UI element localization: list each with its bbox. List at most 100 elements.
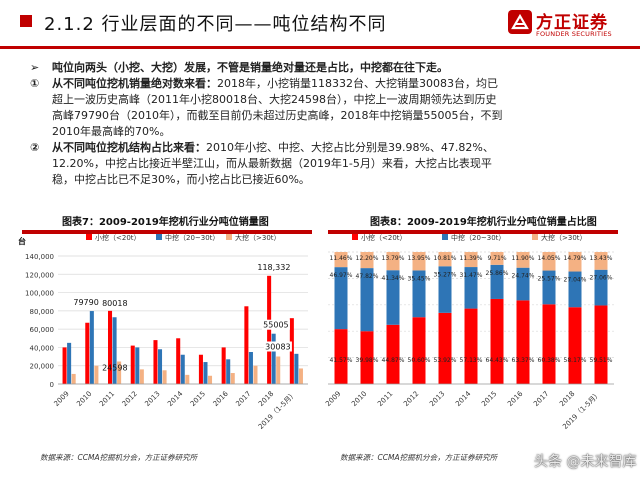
- chart8-bar-2011-0: [386, 324, 400, 384]
- chart7-bar-2018-0: [267, 275, 272, 384]
- chart8-label-large-3: 13.95%: [408, 255, 431, 262]
- chart7-legend-label-0: 小挖（<20t）: [95, 233, 141, 242]
- chart7-annotation-3: 24598: [102, 364, 127, 373]
- chart8-label-large-9: 14.79%: [564, 255, 587, 262]
- chart8-bar-2013-1: [438, 266, 452, 313]
- chart7-bar-2014-0: [176, 338, 181, 384]
- chart7-ytick-4: 80,000: [30, 308, 55, 316]
- chart8-bar-2009-2: [334, 252, 348, 268]
- chart7-legend-swatch-1: [156, 234, 162, 240]
- chart8-bar-2010-0: [360, 331, 374, 384]
- point-1-cont-3: 2010年最高峰的70%。: [52, 125, 171, 138]
- chart8-label-mid-2: 41.34%: [382, 275, 405, 282]
- chart8-bar-2017-0: [542, 304, 556, 384]
- chart7-bar-2009-0: [62, 347, 67, 384]
- chart8-legend-label-0: 小挖（<20t）: [361, 233, 407, 242]
- header-divider: [0, 46, 640, 49]
- chart8-bar-2017-2: [542, 252, 556, 271]
- chart7-bar-2018-2: [276, 356, 281, 384]
- chart8-label-large-2: 13.79%: [382, 255, 405, 262]
- bullet-1: ①: [30, 77, 40, 90]
- chart7-bar-2019（1-5月）-2: [298, 368, 303, 384]
- chart7-bar-2010-2: [94, 365, 99, 384]
- chart7-bar-2015-1: [203, 362, 208, 384]
- chart8-bar-2015-2: [490, 252, 504, 265]
- page-title: 2.1.2 行业层面的不同——吨位结构不同: [44, 14, 387, 35]
- chart8-bar-2012-0: [412, 317, 426, 384]
- founder-logo: 方正证券 FOUNDER SECURITIES: [508, 4, 632, 44]
- chart8-label-small-5: 57.13%: [460, 357, 483, 364]
- chart7-xtick-6: 2015: [189, 390, 207, 408]
- chart7-xtick-0: 2009: [53, 390, 71, 408]
- chart7-bar-2012-2: [139, 369, 144, 384]
- chart7-bar-2013-2: [162, 370, 167, 384]
- chart7-xtick-7: 2016: [212, 389, 231, 408]
- chart7-bar-2018-1: [271, 333, 276, 384]
- chart8-bar-2011-1: [386, 270, 400, 325]
- chart7-bar-2009-1: [67, 342, 72, 384]
- chart8-xtick-2: 2011: [376, 390, 394, 408]
- chart8-source: 数据来源：CCMA挖掘机分会，方正证券研究所: [340, 453, 498, 462]
- chart7-xtick-3: 2012: [121, 390, 139, 408]
- chart7-bar-2017-1: [248, 352, 253, 384]
- chart7-bar-2013-1: [158, 349, 163, 384]
- chart7-annotation-1: 79790: [73, 298, 98, 307]
- chart8-legend-swatch-0: [352, 234, 358, 240]
- chart7-annotation-0: 118,332: [257, 263, 290, 272]
- chart8-title: 图表8：2009-2019年挖机行业分吨位销量占比图: [370, 217, 597, 228]
- lead-point: ➢ 吨位向两头（小挖、大挖）发展，不管是销量绝对量还是占比，中挖都在往下走。: [30, 60, 625, 76]
- chart7-xtick-9: 2018: [257, 390, 275, 408]
- chart7-annotation-5: 30083: [265, 342, 290, 351]
- chart7-bar-2014-1: [180, 354, 185, 384]
- chart8-label-mid-6: 25.86%: [486, 270, 509, 277]
- chart8-label-mid-4: 35.27%: [434, 271, 457, 278]
- chart7-annotation-2: 80018: [102, 299, 127, 308]
- chart8-bar-2018-1: [568, 271, 582, 308]
- chart7-legend-label-1: 中挖（20~30t）: [165, 233, 219, 242]
- chart8-label-small-4: 53.92%: [434, 357, 457, 364]
- chart8-bar-2009-1: [334, 267, 348, 330]
- chart7-bar-2015-0: [198, 354, 203, 384]
- chart7-bar-2010-0: [85, 322, 90, 384]
- chart7-bar-2010-1: [89, 311, 94, 384]
- chart8-bar-2011-2: [386, 252, 400, 271]
- chart7-annotation-bg-4: [261, 319, 290, 330]
- chart8-label-mid-10: 27.06%: [590, 275, 613, 282]
- chart7-xtick-5: 2014: [166, 389, 185, 408]
- chart8-label-small-10: 59.51%: [590, 357, 613, 364]
- chart8-bar-2010-1: [360, 268, 374, 332]
- point-2: ② 从不同吨位挖机结构占比来看：2010年小挖、中挖、大挖占比分别是39.98%…: [30, 140, 625, 156]
- chart7-bar-2009-2: [71, 373, 76, 384]
- chart8-bar-2016-1: [516, 267, 530, 301]
- chart8-label-small-3: 50.60%: [408, 357, 431, 364]
- chart7-bar-2014-2: [185, 374, 190, 384]
- point-1: ① 从不同吨位挖机销量绝对数来看：2018年，小挖销量118332台、大挖销量3…: [30, 76, 625, 92]
- chart7-ytick-5: 100,000: [25, 290, 54, 298]
- point-1-head: 从不同吨位挖机销量绝对数来看：: [52, 77, 217, 90]
- chart7-ytick-0: 0: [50, 381, 54, 389]
- chart8-label-small-2: 44.87%: [382, 357, 405, 364]
- chart7-ytick-1: 20,000: [30, 363, 55, 371]
- chart7-bar-2013-0: [153, 340, 158, 384]
- chart7-bar-2012-0: [130, 345, 135, 384]
- chart7-annotation-4: 55005: [263, 321, 288, 330]
- chart8-svg: 小挖（<20t） 中挖（20~30t） 大挖（>30t） 41.57% 46.97% 11…: [324, 233, 614, 431]
- chart7-annotation-bg-2: [100, 297, 129, 308]
- point-1-cont-2: 高峰79790台（2010年），而截至目前仍未超过历史高峰，2018年中挖销量5…: [52, 109, 503, 122]
- chart8-bar-2017-1: [542, 270, 556, 305]
- chart7-bar-2011-0: [108, 310, 113, 384]
- chart8-bar-2013-2: [438, 252, 452, 267]
- chart8-xtick-5: 2014: [454, 389, 473, 408]
- chart8-label-large-8: 14.05%: [538, 255, 561, 262]
- chart8-label-small-8: 60.38%: [538, 357, 561, 364]
- chart8-xtick-7: 2016: [506, 389, 525, 408]
- point-1-line-1: 2018年，小挖销量118332台、大挖销量30083台，均已: [217, 77, 498, 90]
- chart8-label-large-1: 12.20%: [356, 255, 379, 262]
- chart8-label-mid-8: 25.57%: [538, 276, 561, 283]
- chart8-legend-label-1: 中挖（20~30t）: [451, 233, 505, 242]
- chart8-label-large-5: 11.39%: [460, 255, 483, 262]
- chart8-legend-swatch-2: [532, 234, 538, 240]
- chart8-title-rule: [328, 230, 618, 234]
- title-square-icon: [20, 15, 32, 27]
- chart8-bar-2009-0: [334, 329, 348, 384]
